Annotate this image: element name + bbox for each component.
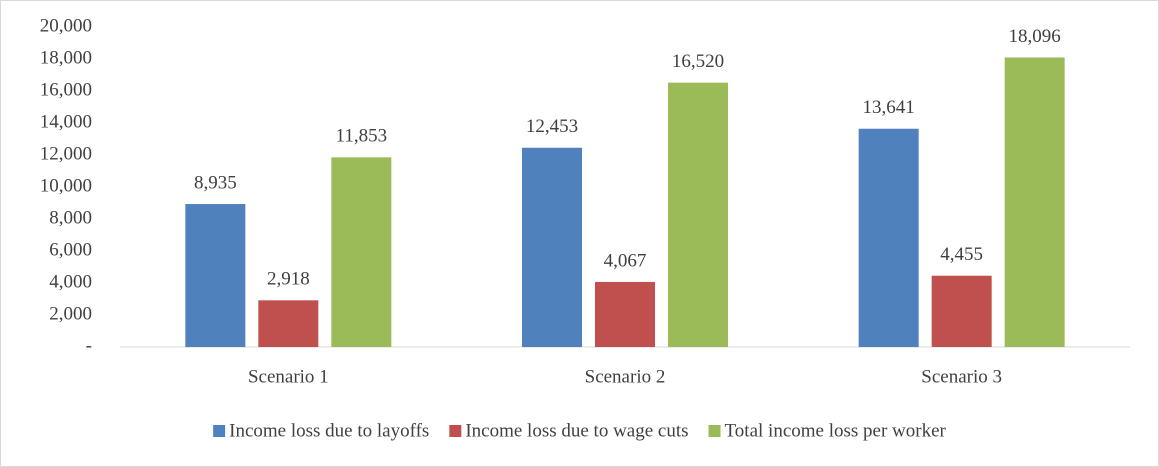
legend-marker — [449, 425, 462, 437]
data-label: 4,067 — [604, 250, 647, 271]
legend-label: Income loss due to layoffs — [229, 420, 429, 441]
legend-label: Income loss due to wage cuts — [465, 420, 688, 441]
x-tick-label: Scenario 1 — [248, 366, 329, 387]
y-tick-label: 16,000 — [40, 79, 92, 100]
data-label: 2,918 — [267, 269, 310, 290]
bar — [522, 147, 582, 347]
y-tick-label: - — [86, 335, 92, 356]
bar — [858, 128, 919, 347]
y-tick-label: 2,000 — [49, 303, 92, 324]
y-tick-label: 6,000 — [49, 239, 92, 260]
bar — [595, 281, 655, 347]
y-tick-label: 10,000 — [40, 175, 92, 196]
legend-marker — [708, 425, 721, 437]
data-label: 8,935 — [194, 172, 237, 193]
bar — [258, 300, 319, 347]
data-label: 4,455 — [940, 244, 983, 265]
y-tick-label: 14,000 — [40, 111, 92, 132]
bar — [1004, 57, 1065, 348]
x-tick-label: Scenario 3 — [921, 366, 1002, 387]
data-label: 12,453 — [526, 116, 578, 137]
data-label: 11,853 — [336, 126, 388, 147]
data-label: 16,520 — [672, 51, 724, 72]
bar — [185, 204, 246, 347]
bar — [331, 157, 392, 347]
y-tick-label: 20,000 — [40, 15, 92, 36]
x-tick-label: Scenario 2 — [585, 366, 666, 387]
bar — [931, 275, 992, 347]
legend-marker — [213, 425, 226, 437]
bar — [668, 82, 728, 348]
y-tick-label: 12,000 — [40, 143, 92, 164]
data-label: 18,096 — [1009, 26, 1061, 47]
y-tick-label: 4,000 — [49, 271, 92, 292]
data-label: 13,641 — [863, 97, 915, 118]
y-tick-label: 18,000 — [40, 47, 92, 68]
legend-label: Total income loss per worker — [725, 420, 947, 441]
y-tick-label: 8,000 — [49, 207, 92, 228]
